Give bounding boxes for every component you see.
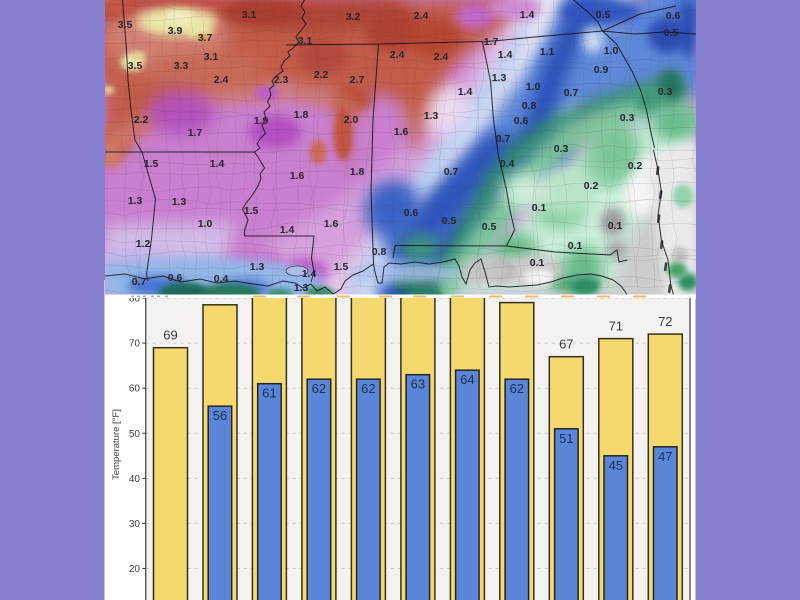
svg-text:3.5: 3.5 xyxy=(117,19,132,31)
svg-text:1.3: 1.3 xyxy=(249,261,264,273)
svg-text:0.3: 0.3 xyxy=(619,112,634,124)
svg-text:1.3: 1.3 xyxy=(293,282,308,294)
svg-text:1.1: 1.1 xyxy=(539,46,554,58)
svg-text:51: 51 xyxy=(559,431,573,446)
svg-text:1.8: 1.8 xyxy=(293,109,308,121)
svg-text:0.4: 0.4 xyxy=(213,273,228,285)
svg-text:0.3: 0.3 xyxy=(657,86,672,98)
svg-text:2.4: 2.4 xyxy=(413,10,428,22)
svg-text:47: 47 xyxy=(658,449,672,464)
svg-text:1.5: 1.5 xyxy=(143,158,158,170)
svg-text:0.9: 0.9 xyxy=(593,64,608,76)
svg-text:1.3: 1.3 xyxy=(491,72,506,84)
svg-text:56: 56 xyxy=(213,408,227,423)
svg-text:2.2: 2.2 xyxy=(133,114,148,126)
svg-text:0.7: 0.7 xyxy=(495,133,510,145)
svg-text:3.1: 3.1 xyxy=(241,9,256,21)
svg-text:0.5: 0.5 xyxy=(595,9,610,21)
svg-text:3.1: 3.1 xyxy=(203,51,218,63)
svg-text:0.6: 0.6 xyxy=(167,272,182,284)
svg-text:1.4: 1.4 xyxy=(457,86,472,98)
svg-text:62: 62 xyxy=(312,381,326,396)
svg-text:1.7: 1.7 xyxy=(187,127,202,139)
svg-text:64: 64 xyxy=(460,372,474,387)
svg-text:0.1: 0.1 xyxy=(567,240,582,252)
svg-text:62: 62 xyxy=(510,381,524,396)
svg-text:0.6: 0.6 xyxy=(665,10,680,22)
svg-text:0.3: 0.3 xyxy=(553,143,568,155)
svg-text:0.7: 0.7 xyxy=(563,87,578,99)
svg-text:1.6: 1.6 xyxy=(393,126,408,138)
svg-text:0.5: 0.5 xyxy=(481,221,496,233)
svg-text:1.7: 1.7 xyxy=(483,36,498,48)
svg-text:0.1: 0.1 xyxy=(529,257,544,269)
svg-text:71: 71 xyxy=(609,319,623,334)
svg-text:1.0: 1.0 xyxy=(525,81,540,93)
svg-text:3.5: 3.5 xyxy=(127,60,142,72)
svg-text:0.7: 0.7 xyxy=(131,276,146,288)
svg-text:0.1: 0.1 xyxy=(531,202,546,214)
svg-text:1.0: 1.0 xyxy=(603,45,618,57)
svg-text:1.5: 1.5 xyxy=(333,261,348,273)
svg-text:1.5: 1.5 xyxy=(243,205,258,217)
svg-text:69: 69 xyxy=(163,328,177,343)
svg-text:63: 63 xyxy=(411,377,425,392)
svg-text:1.3: 1.3 xyxy=(171,196,186,208)
svg-text:80: 80 xyxy=(129,294,141,305)
svg-text:1.3: 1.3 xyxy=(127,195,142,207)
svg-text:0.8: 0.8 xyxy=(371,246,386,258)
svg-text:1.8: 1.8 xyxy=(349,166,364,178)
svg-text:40: 40 xyxy=(129,474,141,485)
svg-text:2.4: 2.4 xyxy=(433,51,448,63)
svg-text:61: 61 xyxy=(262,386,276,401)
svg-text:1.4: 1.4 xyxy=(301,268,316,280)
svg-text:1.9: 1.9 xyxy=(253,115,268,127)
svg-text:3.7: 3.7 xyxy=(197,32,212,44)
svg-text:2.7: 2.7 xyxy=(349,74,364,86)
svg-text:1.6: 1.6 xyxy=(323,218,338,230)
svg-text:1.2: 1.2 xyxy=(135,238,150,250)
svg-text:1.4: 1.4 xyxy=(497,49,512,61)
svg-text:1.6: 1.6 xyxy=(289,170,304,182)
svg-text:3.1: 3.1 xyxy=(297,35,312,47)
svg-text:67: 67 xyxy=(559,337,573,352)
svg-text:2.3: 2.3 xyxy=(273,74,288,86)
svg-text:2.4: 2.4 xyxy=(213,74,228,86)
svg-text:3.3: 3.3 xyxy=(173,60,188,72)
svg-text:50: 50 xyxy=(129,429,141,440)
svg-text:1.4: 1.4 xyxy=(279,224,294,236)
svg-text:60: 60 xyxy=(129,384,141,395)
svg-text:62: 62 xyxy=(361,381,375,396)
svg-text:0.4: 0.4 xyxy=(499,158,514,170)
svg-text:0.2: 0.2 xyxy=(627,160,642,172)
svg-text:0.2: 0.2 xyxy=(583,180,598,192)
svg-text:20: 20 xyxy=(129,564,141,575)
svg-text:1.0: 1.0 xyxy=(197,218,212,230)
svg-text:2.0: 2.0 xyxy=(343,114,358,126)
svg-text:0.1: 0.1 xyxy=(607,220,622,232)
svg-text:0.8: 0.8 xyxy=(521,100,536,112)
svg-text:Temperature [°F]: Temperature [°F] xyxy=(111,409,122,480)
svg-text:0.5: 0.5 xyxy=(663,27,678,39)
svg-text:2.2: 2.2 xyxy=(313,69,328,81)
svg-text:3.9: 3.9 xyxy=(167,25,182,37)
svg-text:1.4: 1.4 xyxy=(209,158,224,170)
svg-text:0.5: 0.5 xyxy=(441,215,456,227)
svg-text:0.6: 0.6 xyxy=(513,115,528,127)
svg-text:0.6: 0.6 xyxy=(403,207,418,219)
svg-text:1.4: 1.4 xyxy=(519,9,534,21)
svg-text:30: 30 xyxy=(129,519,141,530)
svg-text:1.3: 1.3 xyxy=(423,110,438,122)
svg-text:70: 70 xyxy=(129,339,141,350)
svg-text:2.4: 2.4 xyxy=(389,49,404,61)
svg-text:72: 72 xyxy=(658,314,672,329)
svg-text:0.7: 0.7 xyxy=(443,166,458,178)
svg-text:3.2: 3.2 xyxy=(345,11,360,23)
svg-text:45: 45 xyxy=(609,458,623,473)
